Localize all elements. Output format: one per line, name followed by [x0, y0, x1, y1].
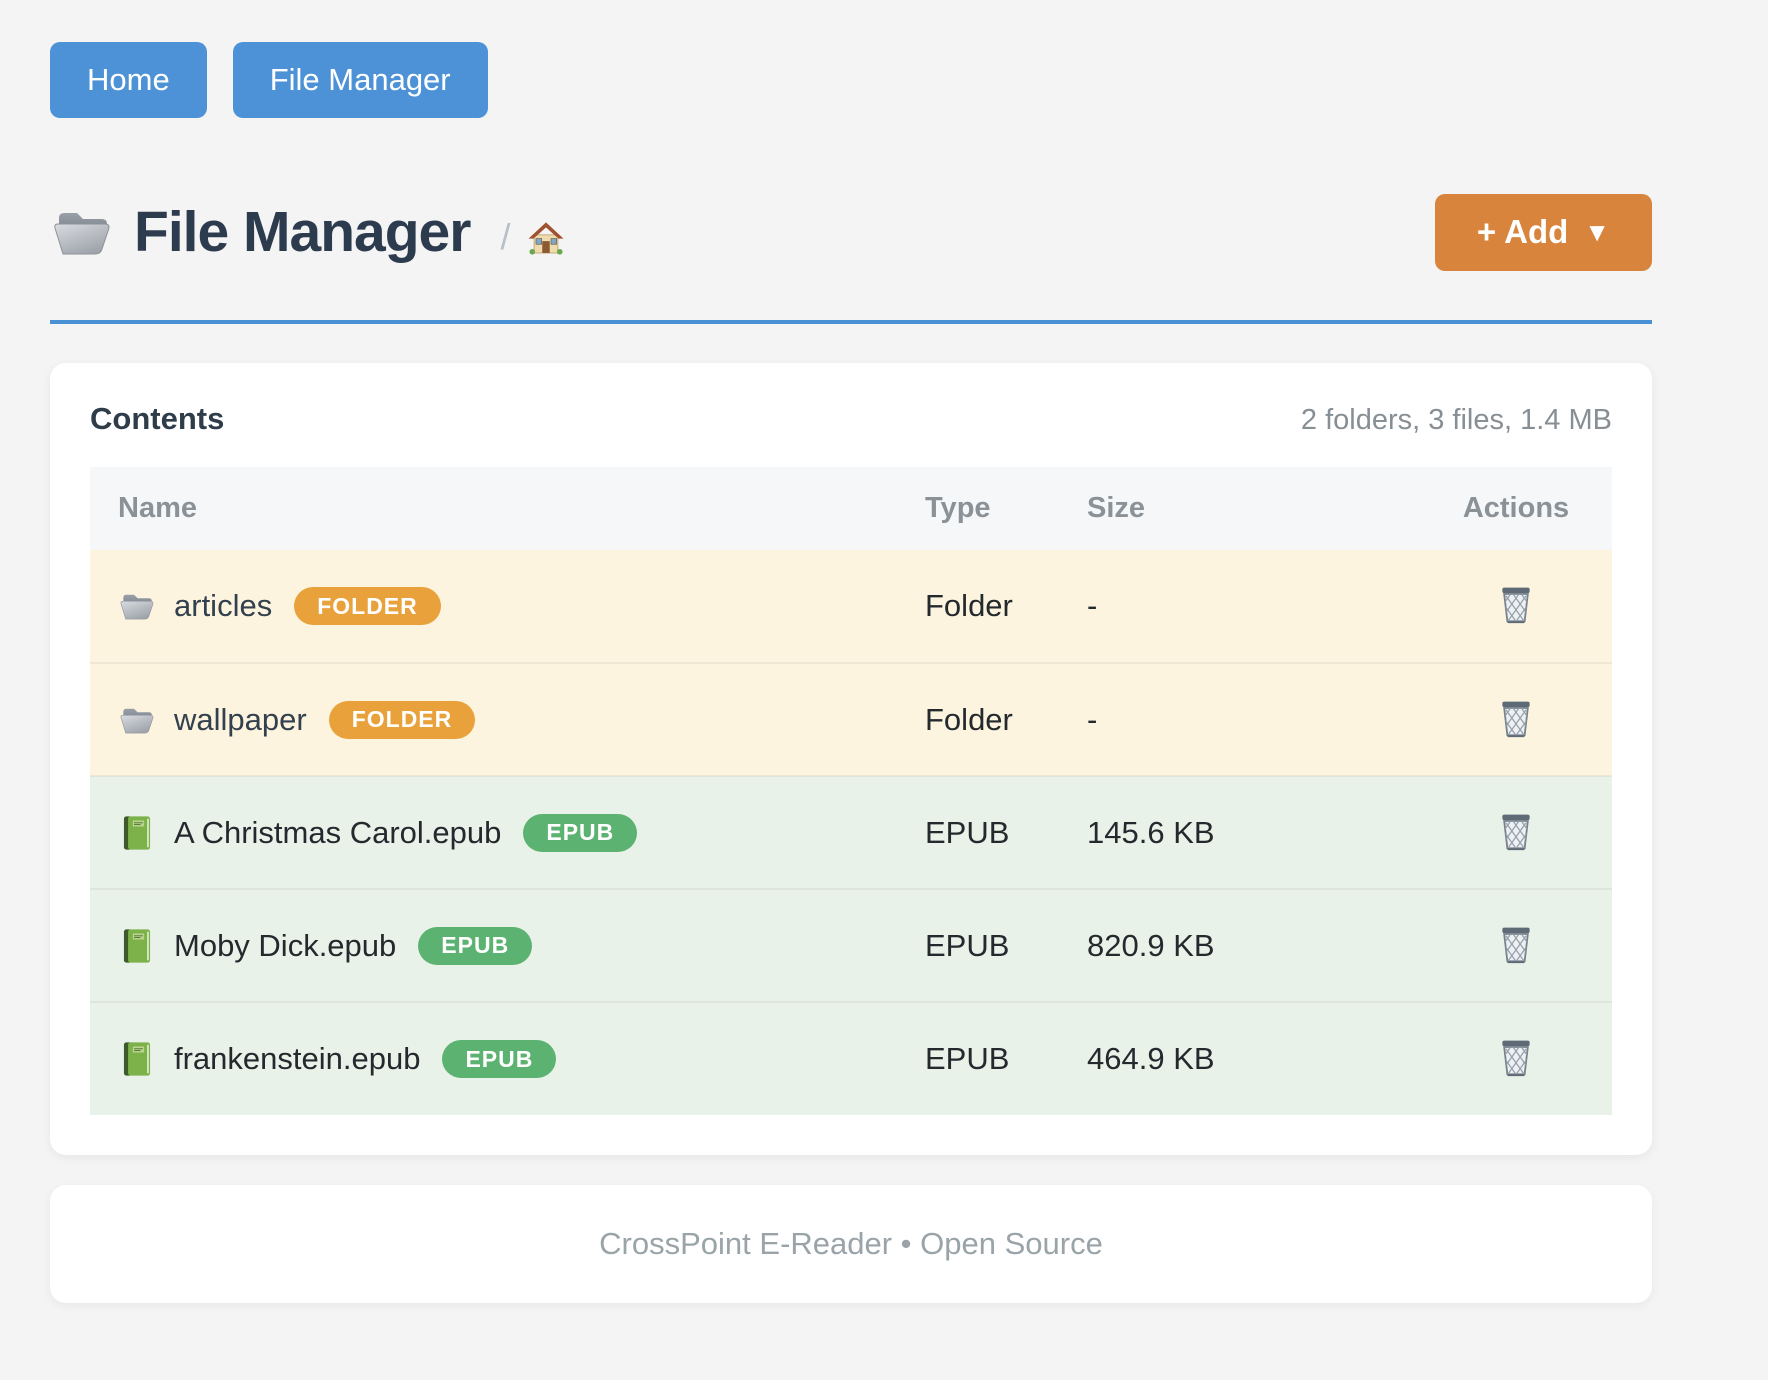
- epub-badge: EPUB: [523, 813, 638, 852]
- table-row: Moby Dick.epub EPUB EPUB 820.9 KB: [90, 889, 1612, 1002]
- footer-card: CrossPoint E-Reader • Open Source: [50, 1185, 1652, 1303]
- column-header-actions: Actions: [1420, 467, 1612, 550]
- column-header-name: Name: [90, 467, 925, 550]
- contents-card: Contents 2 folders, 3 files, 1.4 MB Name…: [50, 363, 1652, 1155]
- file-table: Name Type Size Actions articles FOLDER F…: [90, 467, 1612, 1115]
- contents-card-header: Contents 2 folders, 3 files, 1.4 MB: [90, 401, 1612, 437]
- delete-button[interactable]: [1493, 694, 1539, 742]
- delete-button[interactable]: [1493, 580, 1539, 628]
- nav-button-home[interactable]: Home: [50, 42, 207, 118]
- epub-badge: EPUB: [442, 1040, 557, 1078]
- table-header-row: Name Type Size Actions: [90, 467, 1612, 550]
- title-group: File Manager /: [50, 199, 566, 265]
- file-size: -: [1087, 588, 1098, 623]
- delete-button[interactable]: [1493, 920, 1539, 968]
- folder-badge: FOLDER: [328, 700, 476, 739]
- epub-badge: EPUB: [418, 926, 533, 965]
- file-name-link[interactable]: A Christmas Carol.epub: [174, 814, 502, 850]
- nav-button-file-manager[interactable]: File Manager: [232, 42, 488, 118]
- wastebasket-icon: [1497, 811, 1535, 851]
- file-size: 464.9 KB: [1087, 1041, 1215, 1076]
- table-row: A Christmas Carol.epub EPUB EPUB 145.6 K…: [90, 776, 1612, 889]
- file-type: EPUB: [925, 814, 1010, 850]
- file-name-link[interactable]: frankenstein.epub: [174, 1041, 421, 1076]
- file-type: EPUB: [925, 1041, 1010, 1076]
- file-type: Folder: [925, 701, 1013, 737]
- file-name-link[interactable]: wallpaper: [174, 701, 307, 737]
- wastebasket-icon: [1497, 698, 1535, 738]
- title-divider: [50, 320, 1652, 324]
- file-type: EPUB: [925, 927, 1010, 963]
- column-header-size: Size: [1087, 467, 1420, 550]
- top-navigation: Home File Manager: [50, 0, 1652, 118]
- green-book-icon: [118, 1040, 156, 1078]
- wastebasket-icon: [1497, 924, 1535, 964]
- wastebasket-icon: [1497, 1037, 1535, 1077]
- file-name-link[interactable]: Moby Dick.epub: [174, 927, 397, 963]
- open-folder-icon: [50, 200, 114, 264]
- delete-button[interactable]: [1493, 807, 1539, 855]
- breadcrumb-separator: /: [500, 216, 511, 257]
- page-content: Home File Manager File Manager / + Add ▼…: [50, 0, 1652, 1303]
- folder-icon: [118, 701, 156, 739]
- add-button[interactable]: + Add ▼: [1434, 193, 1652, 271]
- folder-icon: [118, 587, 156, 625]
- contents-summary: 2 folders, 3 files, 1.4 MB: [1300, 404, 1612, 436]
- column-header-type: Type: [925, 467, 1087, 550]
- page-header: File Manager / + Add ▼: [50, 186, 1652, 278]
- file-size: -: [1087, 701, 1098, 737]
- file-name-link[interactable]: articles: [174, 588, 273, 623]
- contents-title: Contents: [90, 401, 225, 436]
- add-button-label: + Add: [1476, 213, 1569, 250]
- footer-text: CrossPoint E-Reader • Open Source: [599, 1226, 1103, 1261]
- wastebasket-icon: [1497, 584, 1535, 624]
- table-row: articles FOLDER Folder -: [90, 550, 1612, 663]
- house-icon[interactable]: [526, 218, 566, 258]
- file-type: Folder: [925, 588, 1013, 623]
- file-size: 145.6 KB: [1087, 814, 1215, 850]
- file-size: 820.9 KB: [1087, 927, 1215, 963]
- table-row: frankenstein.epub EPUB EPUB 464.9 KB: [90, 1002, 1612, 1115]
- green-book-icon: [118, 814, 156, 852]
- page-title: File Manager: [134, 200, 471, 264]
- chevron-down-icon: ▼: [1584, 216, 1610, 247]
- delete-button[interactable]: [1493, 1033, 1539, 1081]
- green-book-icon: [118, 927, 156, 965]
- folder-badge: FOLDER: [294, 587, 441, 625]
- table-row: wallpaper FOLDER Folder -: [90, 663, 1612, 776]
